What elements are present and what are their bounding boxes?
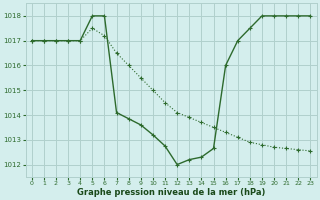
X-axis label: Graphe pression niveau de la mer (hPa): Graphe pression niveau de la mer (hPa) (77, 188, 265, 197)
